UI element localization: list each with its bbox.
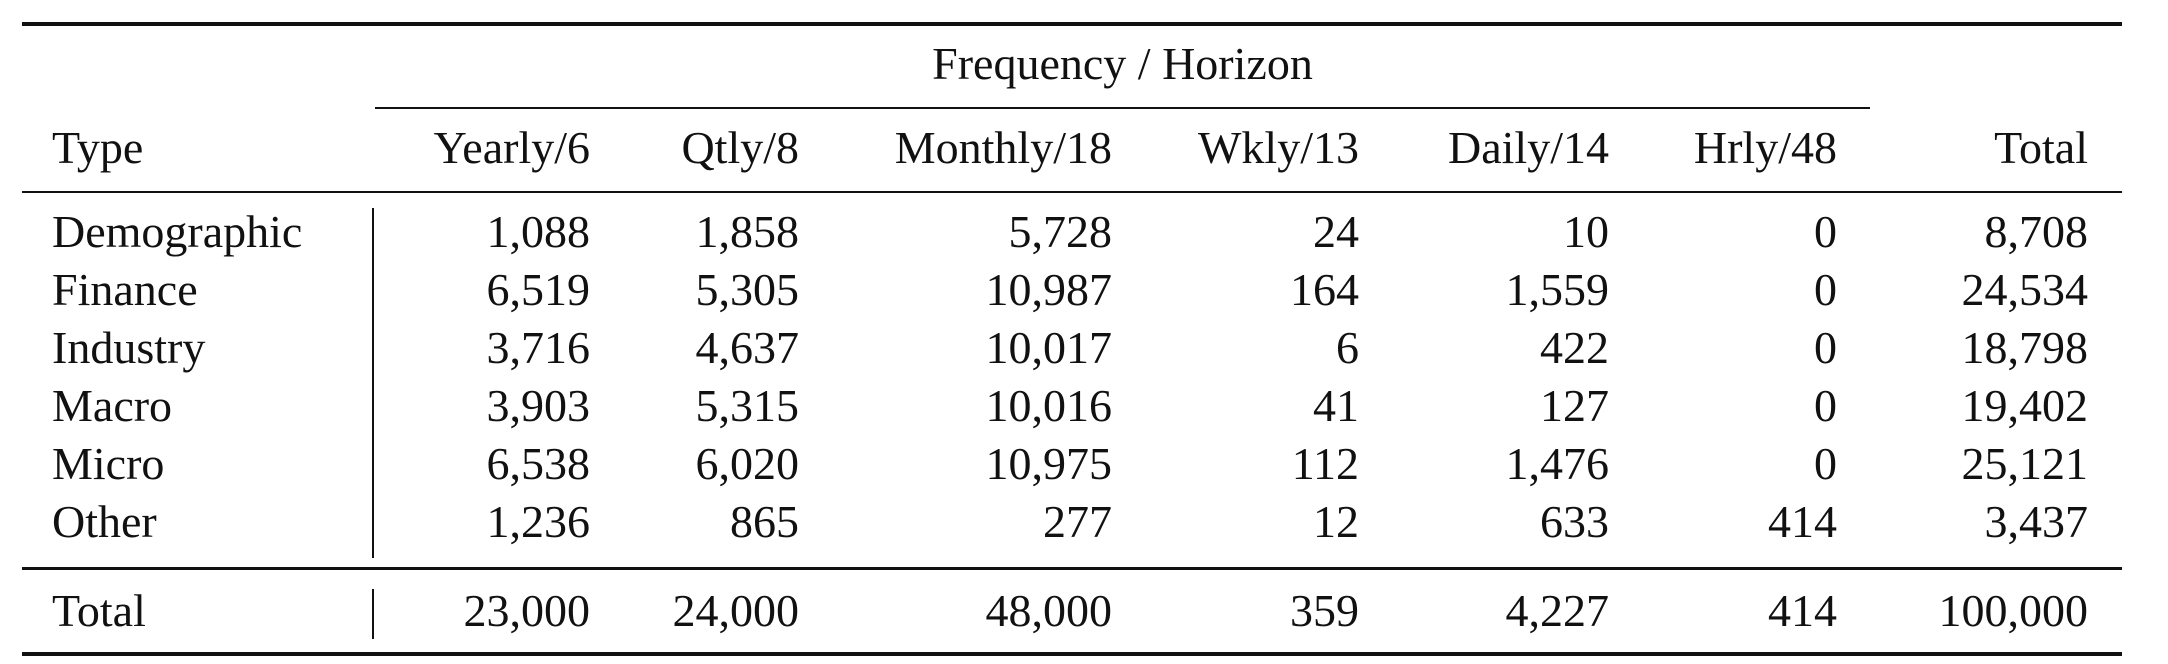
table-cell: 5,315: [695, 380, 800, 431]
table-cell: 3,903: [486, 380, 591, 431]
table-cell: 6,538: [486, 438, 591, 489]
table-cell: 1,858: [695, 206, 800, 257]
column-header-daily: Daily/14: [1448, 122, 1609, 173]
table-cell: 1,476: [1505, 438, 1610, 489]
row-label: Macro: [52, 380, 173, 431]
table-cell: 1,088: [486, 206, 591, 257]
column-header-total: Total: [1994, 122, 2088, 173]
table-cell: 6,519: [486, 264, 591, 315]
column-header-type: Type: [52, 122, 144, 173]
total-cell: 4,227: [1505, 585, 1610, 636]
table-cell: 41: [1313, 380, 1359, 431]
table-cell: 5,305: [695, 264, 800, 315]
group-header: Frequency / Horizon: [932, 38, 1313, 89]
table-cell: 277: [1043, 496, 1112, 547]
table-cell: 0: [1814, 206, 1837, 257]
table-cell: 0: [1814, 380, 1837, 431]
table-cell: 1,559: [1505, 264, 1610, 315]
column-header-monthly: Monthly/18: [894, 122, 1112, 173]
group-header-rule: [375, 107, 1870, 109]
table-cell: 10,987: [985, 264, 1113, 315]
row-label: Demographic: [52, 206, 303, 257]
table-cell: 3,716: [486, 322, 591, 373]
table-cell: 25,121: [1961, 438, 2089, 489]
table-cell: 19,402: [1961, 380, 2089, 431]
table-cell: 865: [730, 496, 799, 547]
table-cell: 1,236: [486, 496, 591, 547]
total-cell: 24,000: [672, 585, 800, 636]
header-rule: [22, 191, 2122, 193]
bottom-rule: [22, 652, 2122, 656]
table-cell: 6: [1336, 322, 1359, 373]
table-cell: 422: [1540, 322, 1609, 373]
table-cell: 5,728: [1008, 206, 1113, 257]
table-cell: 0: [1814, 264, 1837, 315]
table-cell: 24,534: [1961, 264, 2089, 315]
total-row-label: Total: [52, 585, 146, 636]
row-label: Micro: [52, 438, 165, 489]
column-header-quarterly: Qtly/8: [681, 122, 799, 173]
table-cell: 633: [1540, 496, 1609, 547]
row-label: Finance: [52, 264, 198, 315]
table-cell: 3,437: [1984, 496, 2089, 547]
total-cell: 359: [1290, 585, 1359, 636]
total-cell: 23,000: [463, 585, 591, 636]
table-cell: 10: [1563, 206, 1609, 257]
column-header-hourly: Hrly/48: [1693, 122, 1837, 173]
table-cell: 6,020: [695, 438, 800, 489]
row-label: Industry: [52, 322, 206, 373]
table-cell: 0: [1814, 438, 1837, 489]
column-header-yearly: Yearly/6: [433, 122, 590, 173]
total-cell: 100,000: [1938, 585, 2089, 636]
table-cell: 18,798: [1961, 322, 2089, 373]
total-rule: [22, 567, 2122, 570]
column-header-weekly: Wkly/13: [1198, 122, 1359, 173]
table-cell: 112: [1291, 438, 1359, 489]
table-cell: 414: [1768, 496, 1837, 547]
total-cell: 48,000: [985, 585, 1113, 636]
table-cell: 10,017: [985, 322, 1113, 373]
table-cell: 24: [1313, 206, 1359, 257]
table-cell: 10,975: [985, 438, 1113, 489]
table-cell: 127: [1540, 380, 1609, 431]
table-cell: 4,637: [695, 322, 800, 373]
total-vertical-rule: [372, 589, 374, 639]
table-cell: 0: [1814, 322, 1837, 373]
row-label: Other: [52, 496, 157, 547]
total-cell: 414: [1768, 585, 1837, 636]
table-cell: 10,016: [985, 380, 1113, 431]
top-rule: [22, 22, 2122, 26]
data-table: Frequency / Horizon Type Yearly/6 Qtly/8…: [22, 0, 2122, 664]
table-cell: 8,708: [1984, 206, 2089, 257]
body-vertical-rule: [372, 208, 374, 558]
table-cell: 12: [1313, 496, 1359, 547]
table-cell: 164: [1290, 264, 1359, 315]
